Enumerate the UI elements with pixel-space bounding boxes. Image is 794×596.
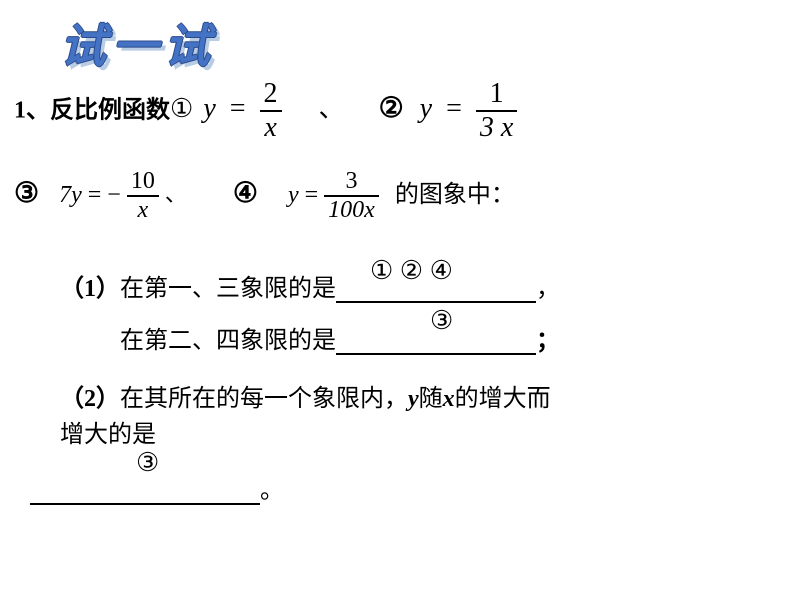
eq3-den: x [127, 197, 159, 224]
tail-text: 的图象中： [395, 182, 515, 208]
eq4-num: 3 [324, 168, 379, 197]
answer-2: ③ [136, 448, 159, 478]
eq1: y = 2 x [203, 93, 288, 124]
sub2-text-b: 随 [419, 386, 443, 412]
eq4-den: 100x [324, 197, 379, 224]
eq2-num: 1 [476, 78, 517, 112]
sub2-text-c: 的增大而 [455, 386, 551, 412]
row-1: 1、反比例函数① y = 2 x 、 ② y = 1 3 x [14, 78, 517, 144]
eq3-lhs: 7y [59, 182, 82, 208]
sep-1: 、 [319, 94, 345, 123]
eq2: y = 1 3 x [420, 93, 518, 124]
eq1-eq: = [230, 93, 246, 124]
eq2-lhs: y [420, 93, 432, 124]
eq2-eq: = [446, 93, 462, 124]
sub2-y: y [408, 386, 419, 412]
sub2-row-a: （2）在其所在的每一个象限内，y随x的增大而 [60, 378, 551, 413]
intro-text: 、反比例函数 [26, 97, 170, 123]
sub1-row-b: 在第二、四象限的是 ； [120, 320, 560, 355]
label-4: ④ [233, 176, 258, 210]
sub1-row-a: （1）在第一、三象限的是 ， [60, 268, 560, 303]
answer-blank-2 [30, 477, 260, 505]
heading-main: 试一试 [60, 10, 216, 76]
eq4-lhs: y [288, 182, 299, 208]
row-2: ③ 7y = − 10 x 、 ④ y = 3 100x 的图象中： [14, 168, 515, 224]
sub2-label: （2） [60, 386, 120, 412]
question-number: 1 [14, 97, 26, 123]
sub2-text-d: 增大的是 [60, 422, 156, 448]
sub2-punct: 。 [260, 478, 284, 504]
eq3-eq: = − [88, 182, 121, 208]
eq1-den: x [260, 112, 282, 144]
eq3: 7y = − 10 x [59, 182, 165, 208]
label-2: ② [379, 91, 404, 125]
eq4: y = 3 100x [288, 182, 385, 208]
sub1-text-a: 在第一、三象限的是 [120, 276, 336, 302]
sub1-punct-b: ； [536, 328, 560, 354]
sub2-x: x [443, 386, 455, 412]
eq3-num: 10 [127, 168, 159, 197]
sub1-label: （1） [60, 276, 120, 302]
answer-1a: ① ② ④ [370, 256, 453, 286]
sub2-text-a: 在其所在的每一个象限内， [120, 386, 408, 412]
answer-1b: ③ [430, 306, 453, 336]
eq2-den: 3 x [476, 112, 517, 144]
eq4-eq: = [305, 182, 319, 208]
sub2-row-b: 增大的是 [60, 414, 156, 449]
label-1: ① [170, 94, 193, 124]
eq1-lhs: y [203, 93, 215, 124]
eq1-num: 2 [260, 78, 282, 112]
label-3: ③ [14, 176, 39, 210]
sub1-punct-a: ， [536, 276, 560, 302]
sep-2: 、 [165, 182, 187, 207]
sub1-text-b: 在第二、四象限的是 [120, 328, 336, 354]
